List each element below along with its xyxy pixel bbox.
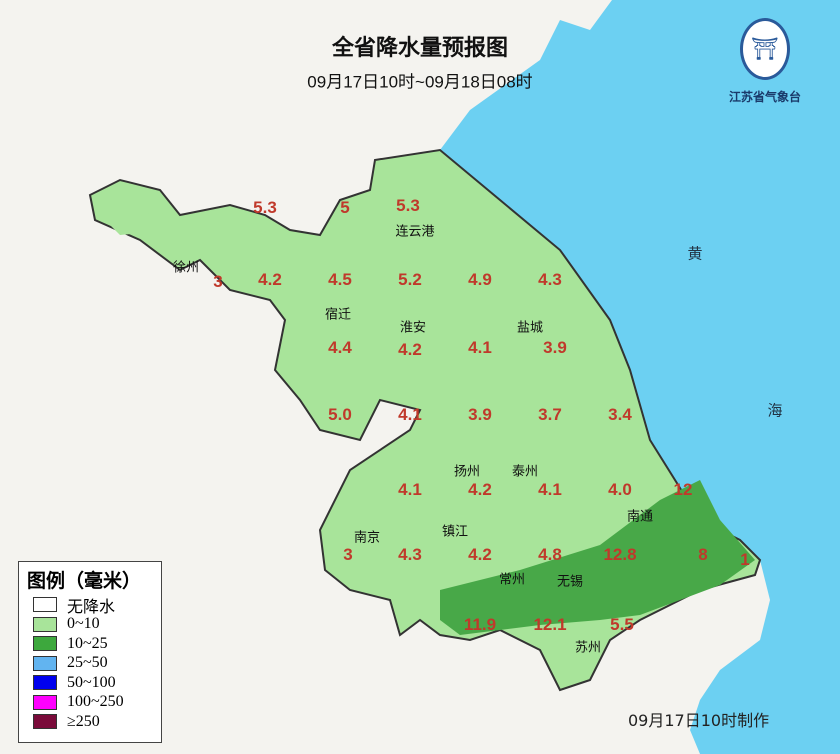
city-label: 南京	[353, 530, 381, 546]
precip-value: 4.0	[608, 480, 632, 499]
precip-value: 4.9	[468, 270, 492, 289]
city-label: 宿迁	[324, 307, 352, 323]
precip-value: 1	[740, 550, 750, 569]
pagoda-icon: ⛩	[740, 18, 790, 80]
legend-swatch	[33, 597, 57, 613]
precip-value: 5.0	[328, 405, 352, 424]
legend: 图例（毫米） 无降水 0~10 10~25 25~50 50~100 100~250 ≥25…	[18, 561, 162, 743]
precip-value: 3.9	[543, 338, 567, 357]
legend-label: 100~250	[67, 693, 124, 711]
legend-label: 25~50	[67, 654, 108, 672]
legend-title: 图例（毫米）	[27, 571, 142, 592]
precip-value: 5.3	[253, 198, 277, 217]
precip-value: 4.2	[398, 340, 422, 359]
city-label: 连云港	[395, 224, 435, 240]
city-label: 镇江	[441, 524, 469, 540]
city-label: 扬州	[453, 464, 481, 480]
legend-label: 0~10	[67, 615, 100, 633]
city-label: 无锡	[556, 574, 584, 590]
precip-value: 3.4	[608, 405, 632, 424]
legend-label: ≥250	[67, 712, 100, 730]
map-time-range: 09月17日10时~09月18日08时	[307, 72, 533, 92]
legend-item: 50~100	[33, 673, 161, 693]
precip-value: 5.3	[396, 196, 420, 215]
logo-name: 江苏省气象台	[728, 90, 801, 104]
precip-value: 4.1	[398, 480, 422, 499]
legend-item: 10~25	[33, 634, 161, 654]
city-label: 常州	[498, 572, 526, 588]
heavy-rain-zone	[440, 480, 755, 635]
precip-value: 12.8	[603, 545, 637, 564]
precip-value: 4.5	[328, 270, 352, 289]
legend-swatch	[33, 714, 57, 730]
precip-value: 12.1	[533, 615, 567, 634]
city-label: 淮安	[399, 320, 427, 336]
legend-item: 100~250	[33, 693, 161, 713]
precip-value: 4.3	[538, 270, 562, 289]
precip-value: 11.9	[463, 615, 497, 634]
precip-value: 5.2	[398, 270, 422, 289]
sea-label: 黄	[687, 244, 703, 263]
production-time: 09月17日10时制作	[628, 711, 770, 730]
legend-swatch	[33, 694, 57, 710]
precip-value: 3	[343, 545, 353, 564]
city-label: 苏州	[574, 640, 602, 656]
precip-value: 4.1	[468, 338, 492, 357]
legend-label: 10~25	[67, 634, 108, 652]
map-title: 全省降水量预报图	[331, 36, 509, 61]
city-label: 盐城	[516, 320, 544, 336]
light-rain-zone-nw	[110, 210, 175, 235]
precip-value: 8	[698, 545, 708, 564]
legend-swatch	[33, 655, 57, 671]
legend-item: 无降水	[33, 595, 161, 616]
legend-label: 50~100	[67, 673, 116, 691]
precip-value: 12	[673, 480, 693, 499]
legend-swatch	[33, 675, 57, 691]
precip-value: 4.8	[538, 545, 562, 564]
city-label: 南通	[626, 509, 654, 525]
precip-value: 4.4	[328, 338, 352, 357]
legend-label: 无降水	[67, 598, 116, 616]
legend-swatch	[33, 616, 57, 632]
precip-value: 5	[340, 198, 350, 217]
precip-value: 3.7	[538, 405, 562, 424]
precip-value: 4.1	[398, 405, 422, 424]
sea	[440, 0, 840, 754]
precip-value: 4.3	[398, 545, 422, 564]
observatory-logo: ⛩ 江苏省气象台	[715, 18, 815, 105]
sea-label: 海	[767, 401, 783, 420]
city-label: 泰州	[511, 464, 539, 480]
legend-item: 0~10	[33, 615, 161, 635]
precip-value: 3	[213, 272, 223, 291]
precip-value: 4.1	[538, 480, 562, 499]
city-label: 徐州	[172, 260, 200, 276]
precip-value: 4.2	[468, 480, 492, 499]
precip-value: 4.2	[258, 270, 282, 289]
precip-value: 3.9	[468, 405, 492, 424]
legend-swatch	[33, 636, 57, 652]
legend-item: 25~50	[33, 654, 161, 674]
precip-value: 4.2	[468, 545, 492, 564]
precip-value: 5.5	[610, 615, 634, 634]
legend-item: ≥250	[33, 712, 161, 732]
